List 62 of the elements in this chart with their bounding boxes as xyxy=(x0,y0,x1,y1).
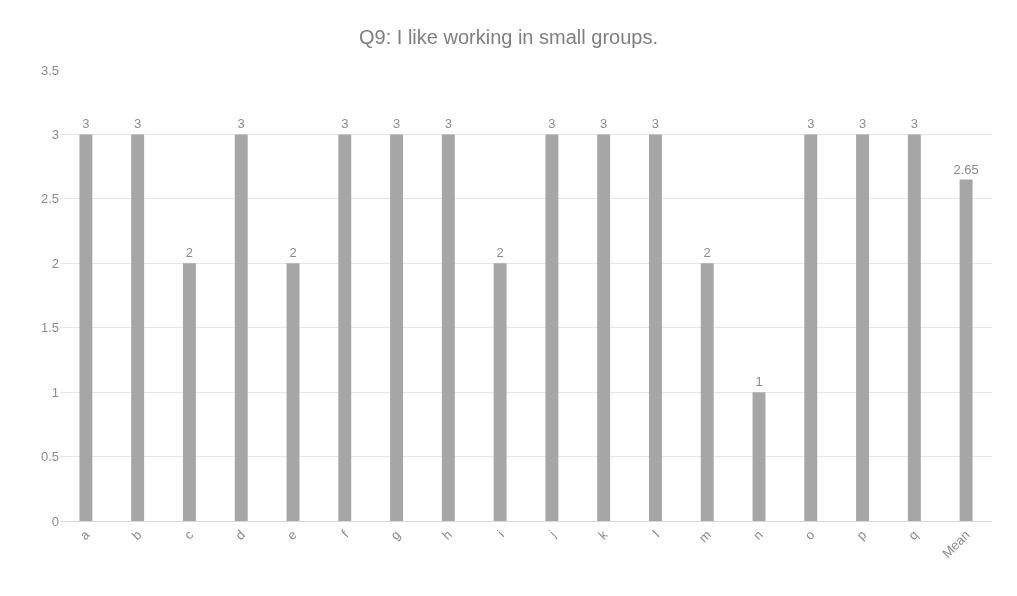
y-tick-label: 1 xyxy=(51,384,59,400)
x-tick-label: k xyxy=(595,526,611,543)
bar xyxy=(752,392,766,521)
x-tick-label: f xyxy=(338,526,352,541)
bar xyxy=(493,263,507,521)
bar xyxy=(234,134,248,521)
bar xyxy=(959,179,973,521)
data-label: 2 xyxy=(185,245,194,261)
x-tick-label: h xyxy=(439,527,456,543)
bar xyxy=(79,134,93,521)
y-tick-label: 2 xyxy=(51,255,59,271)
bar xyxy=(804,134,818,521)
y-tick-label: 0 xyxy=(51,513,59,529)
data-label: 3 xyxy=(807,116,815,132)
x-tick-label: n xyxy=(750,527,766,543)
data-label: 2.65 xyxy=(953,161,979,177)
bar xyxy=(700,263,714,521)
y-tick-label: 0.5 xyxy=(40,449,59,465)
data-label: 3 xyxy=(82,116,90,132)
x-tick-label: o xyxy=(801,527,818,543)
bar xyxy=(597,134,611,521)
x-tick-label: e xyxy=(284,527,300,543)
data-label: 2 xyxy=(496,245,504,261)
y-tick-label: 2.5 xyxy=(40,191,59,207)
x-tick-label: d xyxy=(232,527,248,543)
data-label: 3 xyxy=(341,116,349,132)
data-label: 3 xyxy=(910,116,918,132)
x-tick-label: c xyxy=(180,526,197,543)
bar xyxy=(441,134,455,521)
bar xyxy=(648,134,662,521)
chart-title: Q9: I like working in small groups. xyxy=(358,25,659,48)
bar xyxy=(907,134,921,521)
data-label: 3 xyxy=(651,116,660,132)
data-label: 1 xyxy=(755,374,763,390)
x-tick-label: q xyxy=(905,527,922,543)
data-label: 3 xyxy=(858,116,867,132)
x-tick-label: m xyxy=(695,527,714,546)
data-label: 3 xyxy=(444,116,452,132)
y-tick-label: 3 xyxy=(51,126,59,142)
data-label: 3 xyxy=(237,116,245,132)
data-label: 2 xyxy=(289,245,297,261)
bar xyxy=(131,134,145,521)
x-tick-label: g xyxy=(387,527,404,543)
bar xyxy=(545,134,559,521)
bar xyxy=(182,263,196,521)
x-tick-label: b xyxy=(128,527,145,543)
bar xyxy=(856,134,870,521)
data-label: 3 xyxy=(600,116,608,132)
x-tick-label: j xyxy=(545,527,559,541)
y-tick-label: 1.5 xyxy=(40,320,59,336)
bar xyxy=(286,263,300,521)
x-tick-label: a xyxy=(76,526,94,543)
data-label: 2 xyxy=(703,245,711,261)
bar xyxy=(338,134,352,521)
bar xyxy=(390,134,404,521)
data-label: 3 xyxy=(548,116,556,132)
x-tick-label: i xyxy=(494,527,507,540)
data-label: 3 xyxy=(392,116,401,132)
data-label: 3 xyxy=(134,116,142,132)
y-tick-label: 3.5 xyxy=(40,62,59,78)
x-tick-label: l xyxy=(649,527,663,540)
x-tick-label: p xyxy=(853,527,870,543)
